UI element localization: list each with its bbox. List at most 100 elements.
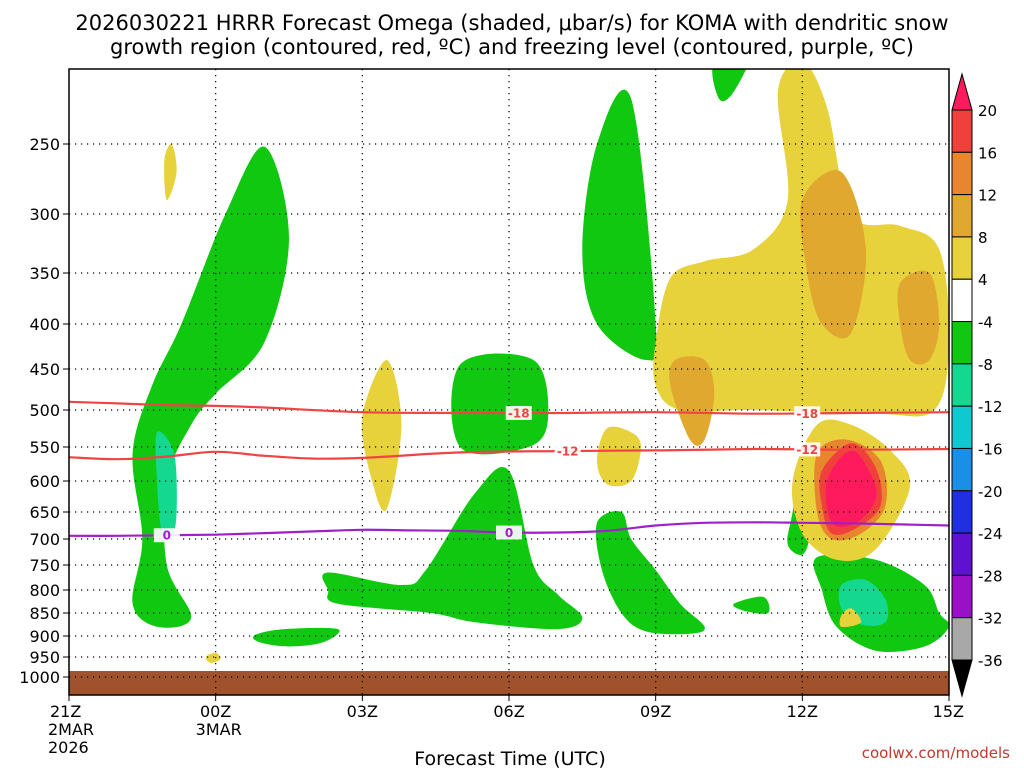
x-tick-label-12Z: 12Z	[787, 702, 818, 721]
omega-region-25	[825, 450, 877, 527]
colorbar-top-arrow	[951, 72, 973, 111]
colorbar-bottom-arrow	[951, 659, 973, 698]
colorbar-label: -28	[978, 567, 1003, 585]
colorbar: 20 16 12 8 4 -4 -8 -12 -16 -20 -24 -28 -32 -36	[951, 72, 1003, 698]
omega-region-9	[733, 596, 770, 614]
contour-label-bg	[496, 525, 522, 540]
x-tick-label-03Z: 03Z	[347, 702, 378, 721]
x-tick-date-21Z: 2MAR	[48, 720, 94, 739]
colorbar-label: -16	[978, 440, 1003, 458]
contour-label-bg	[153, 528, 180, 543]
omega-region-13	[653, 69, 949, 417]
omega-region-5	[582, 89, 657, 361]
y-tick-label-350: 350	[29, 264, 60, 283]
y-tick-label-550: 550	[29, 438, 60, 457]
y-tick-label-250: 250	[29, 135, 60, 154]
omega-region-3	[322, 466, 583, 630]
x-tick-label-09Z: 09Z	[640, 702, 671, 721]
y-tick-label-300: 300	[29, 205, 60, 224]
y-tick-label-650: 650	[29, 503, 60, 522]
contour-label--18: -18	[508, 406, 530, 420]
colorbar-segment-1	[951, 109, 973, 153]
y-axis: 250 300 350 400 450 500 550 600 650 700 750 800 850 9…	[19, 135, 69, 687]
y-tick-label-950: 950	[29, 648, 60, 667]
omega-region-2	[252, 627, 340, 647]
contour--18-line	[68, 400, 950, 415]
colorbar-segment-3	[951, 194, 973, 238]
contour-lines: -18 -18 -12 -12 0 0	[68, 400, 950, 543]
x-tick-label-21Z: 21Z	[50, 702, 81, 721]
contour-label--18: -18	[796, 407, 818, 421]
y-tick-label-900: 900	[29, 627, 60, 646]
y-tick-label-800: 800	[29, 581, 60, 600]
colorbar-label: -36	[978, 652, 1003, 670]
contour-label-bg	[794, 442, 821, 457]
omega-region-14	[361, 359, 402, 512]
grid-lines	[69, 69, 949, 695]
contour-label-bg	[794, 406, 821, 421]
omega-region-20	[800, 170, 867, 339]
omega-shading	[132, 69, 949, 664]
colorbar-segment-6	[951, 321, 973, 365]
colorbar-segment-13	[951, 617, 973, 661]
colorbar-label: -8	[978, 356, 993, 374]
omega-region-11	[155, 431, 177, 542]
y-tick-label-600: 600	[29, 472, 60, 491]
omega-region-22	[897, 270, 940, 365]
colorbar-segment-12	[951, 574, 973, 619]
colorbar-segment-8	[951, 405, 973, 449]
colorbar-label: 16	[978, 144, 997, 162]
contour-label-bg	[554, 444, 581, 459]
y-tick-label-450: 450	[29, 360, 60, 379]
colorbar-label: 4	[978, 271, 988, 289]
colorbar-label: 20	[978, 102, 997, 120]
colorbar-label: 12	[978, 187, 997, 205]
x-tick-label-15Z: 15Z	[933, 702, 964, 721]
contour-label-0: 0	[505, 526, 513, 540]
y-tick-label-850: 850	[29, 604, 60, 623]
colorbar-label: -24	[978, 525, 1003, 543]
contour-label-0: 0	[163, 529, 171, 543]
colorbar-label: -32	[978, 610, 1003, 628]
colorbar-label: -4	[978, 314, 993, 332]
x-tick-year-21Z: 2026	[48, 738, 89, 757]
chart-title-line1: 2026030221 HRRR Forecast Omega (shaded, …	[75, 11, 948, 35]
contour-label--12: -12	[557, 445, 579, 459]
colorbar-segment-2	[951, 151, 973, 196]
x-tick-label-06Z: 06Z	[493, 702, 524, 721]
y-tick-label-750: 750	[29, 556, 60, 575]
colorbar-segment-9	[951, 447, 973, 492]
colorbar-label: -12	[978, 398, 1003, 416]
colorbar-label: 8	[978, 229, 988, 247]
contour--12-line	[68, 447, 950, 461]
colorbar-segment-5	[951, 278, 973, 323]
y-tick-label-700: 700	[29, 530, 60, 549]
y-tick-label-400: 400	[29, 315, 60, 334]
credit-link[interactable]: coolwx.com/models	[862, 744, 1010, 762]
contour-label-bg	[505, 405, 532, 420]
x-tick-label-00Z: 00Z	[200, 702, 231, 721]
omega-region-16	[597, 426, 641, 487]
omega-region-19	[205, 652, 221, 664]
chart-title-line2: growth region (contoured, red, ºC) and f…	[110, 35, 914, 59]
colorbar-segment-10	[951, 490, 973, 534]
x-axis-label: Forecast Time (UTC)	[414, 748, 605, 768]
omega-region-10	[712, 69, 747, 102]
y-tick-label-1000: 1000	[19, 668, 60, 687]
y-tick-label-500: 500	[29, 401, 60, 420]
contour-label--12: -12	[796, 443, 818, 457]
omega-region-21	[669, 356, 715, 446]
omega-region-15	[164, 143, 177, 201]
colorbar-segment-7	[951, 363, 973, 407]
omega-region-4	[451, 353, 549, 455]
colorbar-segment-11	[951, 532, 973, 576]
x-tick-date-00Z: 3MAR	[196, 720, 242, 739]
colorbar-label: -20	[978, 483, 1003, 501]
terrain-fill	[69, 671, 949, 695]
terrain-rect	[69, 671, 949, 695]
omega-region-1	[132, 146, 289, 628]
colorbar-segment-4	[951, 236, 973, 280]
omega-region-6	[595, 511, 705, 635]
